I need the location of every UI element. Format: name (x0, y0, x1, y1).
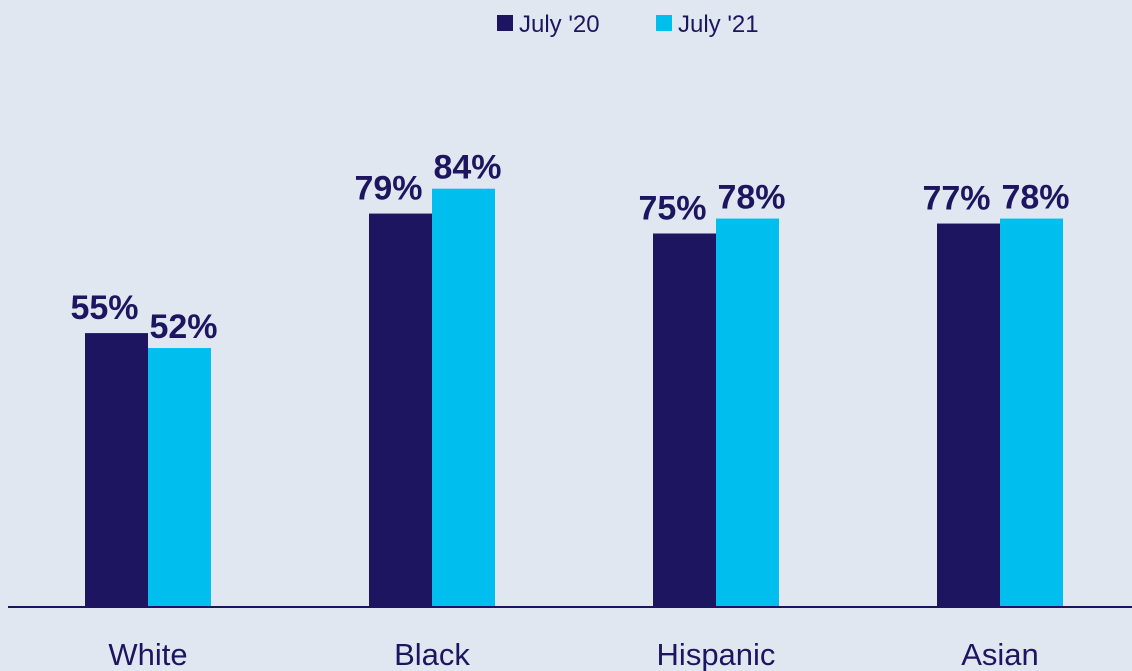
category-label-white: White (108, 637, 187, 671)
data-label-black-july-21: 84% (433, 149, 501, 187)
legend: July '20 July '21 (497, 11, 759, 38)
legend-item-july-21: July '21 (656, 11, 759, 38)
legend-label-july-21: July '21 (678, 11, 759, 38)
data-label-hispanic-july-21: 78% (717, 179, 785, 217)
category-labels-group: White Black Hispanic Asian (108, 637, 1038, 671)
bar-black-july-21 (432, 188, 495, 607)
bar-hispanic-july-20 (653, 233, 716, 607)
bar-hispanic-july-21 (716, 218, 779, 607)
data-label-white-july-21: 52% (149, 308, 217, 346)
bar-asian-july-21 (1000, 218, 1063, 607)
category-label-asian: Asian (961, 637, 1039, 671)
bar-asian-july-20 (937, 223, 1000, 608)
bar-white-july-20 (85, 333, 148, 607)
data-label-hispanic-july-20: 75% (638, 190, 706, 228)
legend-swatch-july-20 (497, 15, 513, 31)
bars-group (85, 188, 1063, 608)
legend-swatch-july-21 (656, 15, 672, 31)
data-label-asian-july-20: 77% (922, 180, 990, 218)
category-label-black: Black (394, 637, 470, 671)
category-label-hispanic: Hispanic (657, 637, 776, 671)
bar-white-july-21 (148, 348, 211, 607)
data-label-black-july-20: 79% (354, 170, 422, 208)
legend-item-july-20: July '20 (497, 11, 600, 38)
data-label-white-july-20: 55% (70, 289, 138, 327)
data-labels-group: 55% 52% 79% 84% 75% 78% 77% 78% (70, 149, 1069, 346)
legend-label-july-20: July '20 (519, 11, 600, 38)
bar-black-july-20 (369, 213, 432, 607)
data-label-asian-july-21: 78% (1001, 179, 1069, 217)
